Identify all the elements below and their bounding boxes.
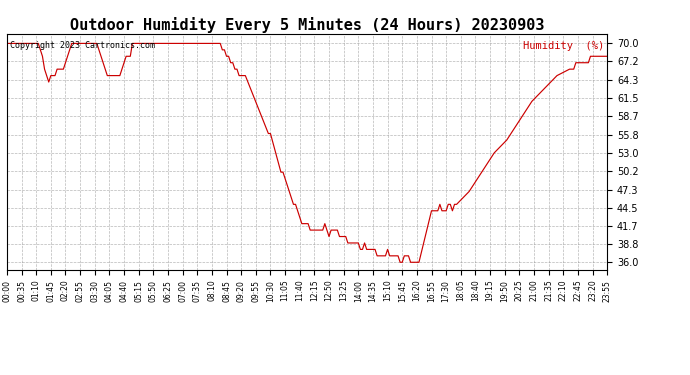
Text: Humidity  (%): Humidity (%) (523, 41, 604, 51)
Text: Copyright 2023 Cartronics.com: Copyright 2023 Cartronics.com (10, 41, 155, 50)
Title: Outdoor Humidity Every 5 Minutes (24 Hours) 20230903: Outdoor Humidity Every 5 Minutes (24 Hou… (70, 16, 544, 33)
